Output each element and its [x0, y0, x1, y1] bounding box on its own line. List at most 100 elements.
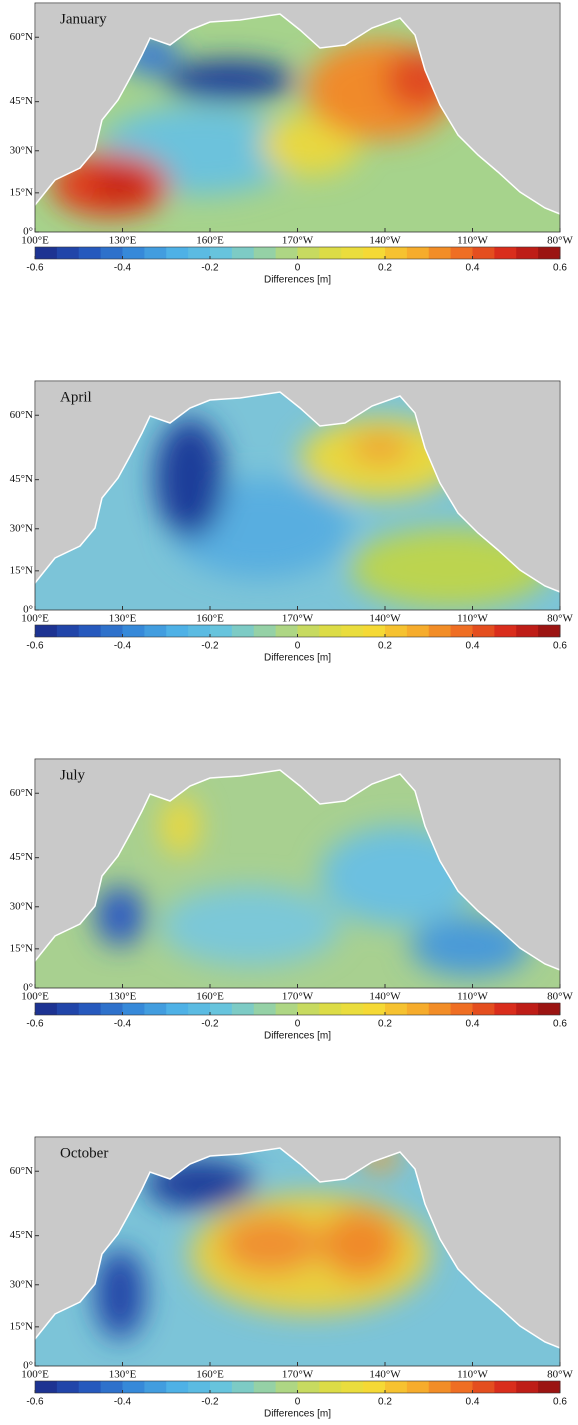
- panel-title: January: [60, 11, 107, 27]
- colorbar-step: [35, 1381, 58, 1393]
- colorbar-step: [100, 247, 123, 259]
- colorbar-step: [406, 1003, 430, 1015]
- lon-tick-label: 140°W: [369, 1369, 401, 1381]
- colorbar-step: [385, 1381, 408, 1393]
- lat-tick-label: 60°N: [10, 787, 33, 799]
- lat-tick-label: 30°N: [10, 1278, 33, 1290]
- colorbar-tick-label: 0.6: [553, 1397, 567, 1408]
- colorbar-step: [100, 625, 123, 637]
- lon-tick-label: 110°W: [457, 1369, 488, 1381]
- colorbar-step: [144, 1381, 167, 1393]
- colorbar-tick-label: -0.2: [201, 263, 219, 274]
- lon-tick-label: 100°E: [21, 235, 49, 247]
- colorbar-tick-label: -0.6: [26, 641, 44, 652]
- lat-tick-label: 15°N: [10, 1320, 33, 1332]
- colorbar-step: [253, 1003, 277, 1015]
- colorbar-step: [363, 1003, 386, 1015]
- lat-tick-label: 45°N: [10, 851, 33, 863]
- colorbar-step: [188, 1381, 211, 1393]
- colorbar-tick-label: -0.4: [114, 641, 132, 652]
- lon-tick-label: 170°W: [282, 1369, 314, 1381]
- lon-tick-label: 170°W: [282, 613, 314, 625]
- colorbar-step: [385, 625, 408, 637]
- lon-tick-label: 80°W: [547, 235, 573, 247]
- lat-tick-label: 0°: [23, 604, 33, 616]
- colorbar-tick-label: 0.4: [466, 263, 480, 274]
- colorbar-step: [231, 625, 255, 637]
- colorbar-step: [363, 247, 386, 259]
- anomaly: [95, 1249, 145, 1339]
- colorbar-step: [297, 1381, 320, 1393]
- lat-tick-label: 60°N: [10, 409, 33, 421]
- coastline: [34, 380, 561, 594]
- colorbar-step: [56, 247, 80, 259]
- colorbar-step: [472, 625, 495, 637]
- colorbar-step: [231, 1381, 255, 1393]
- colorbar-step: [166, 1381, 189, 1393]
- anomaly: [160, 796, 200, 856]
- colorbar-step: [56, 625, 80, 637]
- lat-tick-label: 0°: [23, 1360, 33, 1372]
- colorbar-step: [210, 1003, 233, 1015]
- lon-tick-label: 160°E: [196, 613, 224, 625]
- colorbar-step: [319, 1381, 342, 1393]
- colorbar-step: [494, 247, 517, 259]
- colorbar-step: [450, 1381, 473, 1393]
- colorbar-step: [538, 1381, 561, 1393]
- colorbar-step: [494, 1003, 517, 1015]
- colorbar-step: [428, 625, 452, 637]
- lon-tick-label: 130°E: [109, 991, 137, 1003]
- colorbar-step: [78, 1381, 102, 1393]
- lon-tick-label: 170°W: [282, 235, 314, 247]
- colorbar-tick-label: 0.6: [553, 263, 567, 274]
- colorbar-step: [78, 247, 102, 259]
- colorbar-tick-label: 0.4: [466, 1019, 480, 1030]
- colorbar-step: [122, 1381, 145, 1393]
- lon-tick-label: 140°W: [369, 613, 401, 625]
- coastline: [34, 2, 561, 216]
- colorbar-step: [297, 1003, 320, 1015]
- lon-tick-label: 110°W: [457, 613, 488, 625]
- colorbar-tick-label: -0.2: [201, 641, 219, 652]
- colorbar-step: [341, 1381, 364, 1393]
- colorbar-tick-label: 0.2: [378, 1019, 392, 1030]
- colorbar-step: [78, 625, 102, 637]
- lon-tick-label: 130°E: [109, 613, 137, 625]
- colorbar-tick-label: 0.2: [378, 1397, 392, 1408]
- colorbar-tick-label: -0.4: [114, 263, 132, 274]
- colorbar-tick-label: -0.6: [26, 263, 44, 274]
- colorbar-label: Differences [m]: [264, 653, 331, 664]
- colorbar-step: [428, 1003, 452, 1015]
- colorbar-step: [406, 1381, 430, 1393]
- colorbar-step: [363, 1381, 386, 1393]
- anomaly: [95, 886, 145, 946]
- colorbar-tick-label: -0.6: [26, 1019, 44, 1030]
- colorbar-step: [538, 247, 561, 259]
- map-panel: July 0° 15°N 30°N 45°N 60°N 100°E 130°E 160°E 170…: [10, 758, 574, 1042]
- lon-tick-label: 100°E: [21, 1369, 49, 1381]
- map-panel: October 0° 15°N 30°N 45°N 60°N 100°E 130°E 160°E…: [10, 1136, 574, 1420]
- lat-tick-label: 30°N: [10, 900, 33, 912]
- colorbar-step: [231, 247, 255, 259]
- colorbar-tick-label: -0.4: [114, 1019, 132, 1030]
- lon-tick-label: 160°E: [196, 991, 224, 1003]
- lat-tick-label: 15°N: [10, 942, 33, 954]
- colorbar-step: [122, 1003, 145, 1015]
- colorbar-tick-label: 0.6: [553, 1019, 567, 1030]
- anomaly: [220, 1214, 320, 1274]
- colorbar-step: [35, 247, 58, 259]
- lon-tick-label: 80°W: [547, 1369, 573, 1381]
- colorbar-tick-label: 0: [295, 641, 301, 652]
- lon-tick-label: 80°W: [547, 613, 573, 625]
- colorbar-step: [319, 1003, 342, 1015]
- anomaly: [160, 886, 340, 966]
- lon-tick-label: 140°W: [369, 235, 401, 247]
- colorbar-step: [494, 625, 517, 637]
- lat-tick-label: 30°N: [10, 144, 33, 156]
- colorbar-tick-label: -0.2: [201, 1397, 219, 1408]
- colorbar-step: [188, 1003, 211, 1015]
- colorbar-step: [472, 247, 495, 259]
- colorbar-step: [166, 1003, 189, 1015]
- lat-tick-label: 45°N: [10, 95, 33, 107]
- anomaly: [165, 60, 295, 100]
